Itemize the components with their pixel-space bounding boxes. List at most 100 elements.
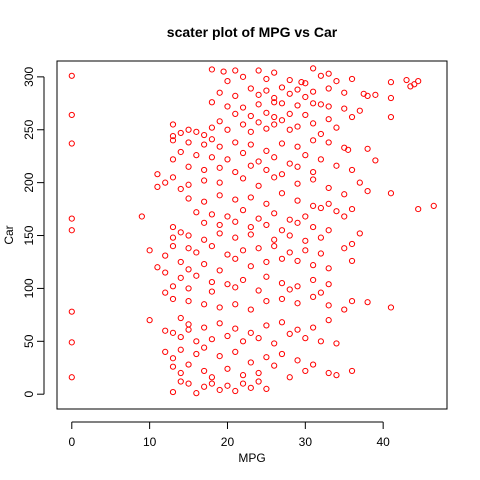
- point: [208, 66, 216, 73]
- point: [333, 124, 340, 131]
- y-axis-label: Car: [2, 225, 16, 244]
- point: [325, 139, 332, 146]
- point: [310, 324, 317, 331]
- point: [232, 196, 239, 203]
- point: [239, 276, 247, 284]
- point: [201, 219, 208, 226]
- point: [162, 269, 169, 276]
- y-tick-label: 150: [22, 225, 36, 245]
- point: [208, 136, 216, 143]
- point: [255, 67, 262, 74]
- point: [177, 346, 184, 353]
- point: [177, 333, 184, 341]
- point: [263, 87, 270, 94]
- point: [298, 79, 305, 86]
- point: [317, 204, 324, 212]
- point: [239, 121, 247, 128]
- point: [263, 200, 270, 207]
- point: [278, 171, 286, 178]
- point: [263, 147, 270, 155]
- point: [185, 181, 192, 188]
- point: [271, 94, 278, 102]
- point: [201, 301, 208, 308]
- y-tick-label: 300: [22, 67, 36, 87]
- point: [294, 143, 301, 150]
- point: [302, 367, 309, 375]
- point: [310, 176, 317, 183]
- point: [271, 113, 278, 121]
- point: [302, 335, 309, 342]
- point: [310, 223, 317, 231]
- point: [146, 317, 153, 324]
- point: [387, 79, 395, 86]
- point: [286, 286, 293, 293]
- point: [216, 304, 223, 311]
- point: [208, 211, 216, 218]
- point: [278, 319, 286, 326]
- x-tick-label: 20: [221, 435, 235, 449]
- point: [364, 92, 371, 100]
- point: [201, 324, 208, 331]
- point: [68, 308, 75, 315]
- point: [286, 374, 293, 381]
- point: [333, 208, 340, 215]
- point: [278, 295, 286, 303]
- point: [216, 143, 223, 150]
- point: [348, 367, 356, 375]
- point: [68, 339, 75, 346]
- point: [317, 156, 324, 163]
- point: [278, 350, 286, 358]
- point: [224, 281, 231, 288]
- x-tick-label: 40: [376, 435, 390, 449]
- point: [239, 247, 247, 254]
- point: [239, 104, 247, 111]
- point: [208, 288, 216, 295]
- point: [364, 145, 371, 152]
- point: [294, 86, 301, 93]
- point: [169, 223, 177, 231]
- point: [278, 84, 286, 91]
- point: [294, 357, 301, 364]
- point: [224, 332, 231, 340]
- point: [247, 359, 254, 366]
- point: [216, 230, 223, 237]
- plot-box: [56, 60, 448, 410]
- point: [294, 163, 301, 170]
- point: [255, 287, 262, 294]
- point: [177, 229, 184, 236]
- point: [224, 103, 231, 110]
- point: [201, 177, 208, 184]
- point: [239, 149, 247, 157]
- point: [348, 240, 356, 248]
- point: [247, 329, 254, 336]
- point: [216, 89, 223, 96]
- point: [325, 317, 332, 324]
- point: [387, 94, 395, 102]
- point: [325, 116, 332, 123]
- point: [294, 102, 301, 109]
- point: [68, 72, 75, 79]
- point: [185, 266, 192, 273]
- point: [216, 192, 223, 199]
- point: [239, 372, 247, 379]
- point: [271, 99, 278, 106]
- point: [169, 388, 177, 396]
- y-tick-label: 100: [22, 278, 36, 298]
- point: [154, 171, 161, 178]
- point: [310, 293, 317, 300]
- point: [224, 382, 231, 389]
- point: [325, 184, 332, 192]
- point: [232, 218, 239, 225]
- point: [286, 76, 293, 84]
- point: [185, 380, 192, 387]
- point: [232, 325, 239, 332]
- point: [302, 237, 309, 244]
- point: [247, 194, 254, 201]
- point: [185, 321, 192, 328]
- point: [208, 278, 216, 286]
- point: [278, 255, 286, 262]
- point: [278, 280, 286, 287]
- point: [216, 221, 223, 229]
- point: [193, 338, 200, 345]
- point: [193, 128, 200, 135]
